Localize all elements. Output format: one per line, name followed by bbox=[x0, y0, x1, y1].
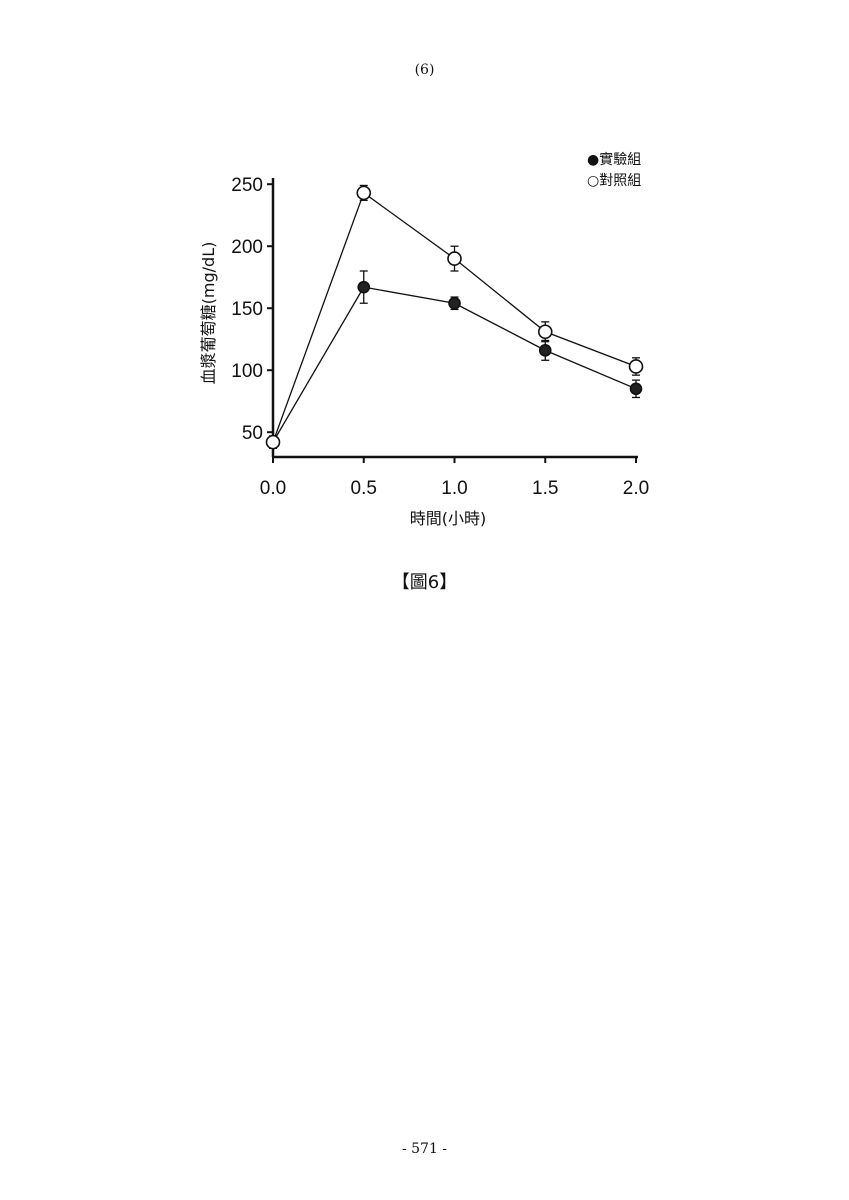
data-point-control bbox=[356, 185, 372, 201]
chart-series bbox=[265, 184, 644, 450]
y-tick-label: 150 bbox=[231, 299, 263, 320]
data-point-control bbox=[265, 434, 281, 450]
page-header: (6) bbox=[414, 62, 435, 78]
y-tick-label: 100 bbox=[231, 361, 263, 382]
data-point-experimental bbox=[538, 344, 552, 357]
y-axis-title: 血漿葡萄糖(mg/dL) bbox=[199, 242, 218, 385]
data-point-experimental bbox=[448, 296, 461, 310]
chart-axes: 50 100 150 200 250 0.0 0.5 1.0 1.5 2.0 bbox=[231, 175, 649, 499]
figure-caption: 【圖6】 bbox=[391, 572, 458, 593]
data-point-experimental bbox=[357, 280, 371, 294]
x-axis-title: 時間(小時) bbox=[410, 509, 487, 528]
data-point-control bbox=[628, 359, 644, 374]
x-tick-label: 0.0 bbox=[260, 478, 286, 499]
x-tick-label: 0.5 bbox=[351, 478, 377, 499]
legend-entry-control: ○對照組 bbox=[587, 173, 641, 189]
x-tick-label: 2.0 bbox=[623, 478, 649, 499]
legend-entry-experimental: ●實驗組 bbox=[587, 151, 641, 168]
page-footer: - 571 - bbox=[401, 1141, 448, 1157]
y-tick-label: 50 bbox=[242, 423, 263, 444]
series-line-control bbox=[272, 191, 637, 443]
data-point-experimental bbox=[629, 382, 643, 396]
y-tick-label: 200 bbox=[231, 237, 263, 258]
y-tick-label: 250 bbox=[231, 175, 263, 196]
x-tick-label: 1.0 bbox=[441, 478, 467, 499]
data-point-control bbox=[447, 251, 462, 266]
x-tick-label: 1.5 bbox=[532, 478, 558, 499]
chart-legend: ●實驗組 ○對照組 bbox=[587, 151, 641, 189]
data-point-control bbox=[537, 324, 553, 340]
series-line-experimental bbox=[272, 286, 637, 443]
